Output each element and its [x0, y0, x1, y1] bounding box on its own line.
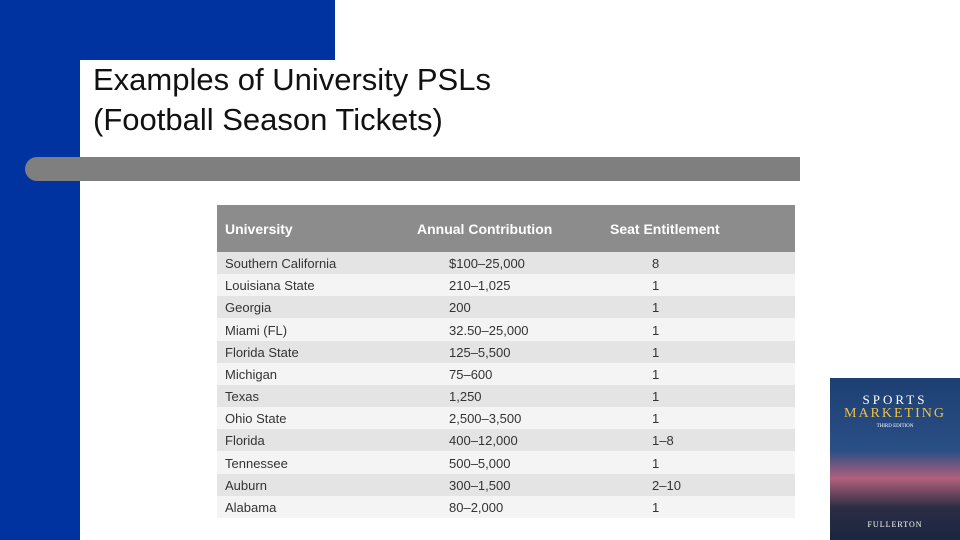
table-row: Ohio State 2,500–3,500 1 [217, 407, 795, 430]
table-row: Louisiana State 210–1,025 1 [217, 274, 795, 297]
table-header: University Annual Contribution Seat Enti… [217, 205, 795, 252]
table-cell: 2,500–3,500 [449, 411, 522, 427]
table-cell: Florida State [225, 344, 299, 360]
book-edition: THIRD EDITION [876, 424, 914, 429]
table-row: Southern California $100–25,000 8 [217, 252, 795, 275]
divider-bar [25, 157, 800, 181]
title-line: (Football Season Tickets) [93, 102, 443, 137]
table-cell: Louisiana State [225, 278, 315, 294]
header-cell: University [225, 221, 293, 237]
table-cell: 1,250 [449, 389, 482, 404]
book-cover: SPORTS MARKETING THIRD EDITION FULLERTON [830, 378, 960, 540]
table-cell: 1 [652, 499, 660, 515]
table-row: Texas 1,250 1 [217, 385, 795, 408]
table-cell: 75–600 [449, 366, 493, 382]
table: University Annual Contribution Seat Enti… [217, 205, 795, 518]
table-cell: 1 [652, 344, 660, 360]
book-author: FULLERTON [867, 520, 923, 529]
table-cell: Michigan [225, 366, 278, 382]
table-cell: Georgia [225, 300, 272, 316]
table-row: Miami (FL) 32.50–25,000 1 [217, 318, 795, 341]
table-cell: 80–2,000 [449, 499, 504, 515]
table-cell: 200 [449, 300, 471, 316]
table-cell: $100–25,000 [449, 256, 525, 271]
table-cell: 32.50–25,000 [449, 322, 529, 338]
table-row: Auburn 300–1,500 2–10 [217, 473, 795, 496]
table-row: Michigan 75–600 1 [217, 362, 795, 385]
table-cell: Alabama [225, 499, 277, 515]
table-cell: 1 [652, 389, 660, 404]
table-cell: Southern California [225, 256, 337, 271]
book-title: MARKETING [844, 406, 946, 421]
blue-band-top [0, 0, 335, 60]
blue-band [0, 0, 80, 540]
table-row: Alabama 80–2,000 1 [217, 495, 795, 518]
corner [80, 60, 120, 100]
table-cell: Miami (FL) [225, 322, 288, 338]
table-cell: 1 [652, 455, 660, 471]
table-cell: Ohio State [225, 411, 287, 427]
table-cell: 1–8 [652, 433, 674, 449]
table-cell: 2–10 [652, 477, 681, 493]
header-cell: Annual Contribution [417, 221, 553, 237]
table-cell: Florida [225, 433, 265, 449]
title-line: Examples of University PSLs [93, 62, 491, 97]
table-cell: 1 [652, 411, 660, 427]
header-cell: Seat Entitlement [610, 221, 720, 237]
table-row: Florida 400–12,000 1–8 [217, 429, 795, 452]
table-cell: 1 [652, 366, 660, 382]
table-cell: 400–12,000 [449, 433, 518, 449]
table-row: Tennessee 500–5,000 1 [217, 451, 795, 474]
table-cell: Texas [225, 389, 259, 404]
book-title: SPORTS [862, 392, 928, 407]
table-cell: 300–1,500 [449, 477, 511, 493]
table-cell: Auburn [225, 477, 267, 493]
table-cell: 1 [652, 300, 660, 316]
table-cell: 1 [652, 278, 660, 294]
table-cell: 125–5,500 [449, 344, 511, 360]
table-cell: 500–5,000 [449, 455, 511, 471]
table-row: Georgia 200 1 [217, 296, 795, 319]
table-cell: 1 [652, 322, 660, 338]
table-cell: Tennessee [225, 455, 288, 471]
table-row: Florida State 125–5,500 1 [217, 340, 795, 363]
table-cell: 8 [652, 256, 660, 271]
table-cell: 210–1,025 [449, 278, 511, 294]
